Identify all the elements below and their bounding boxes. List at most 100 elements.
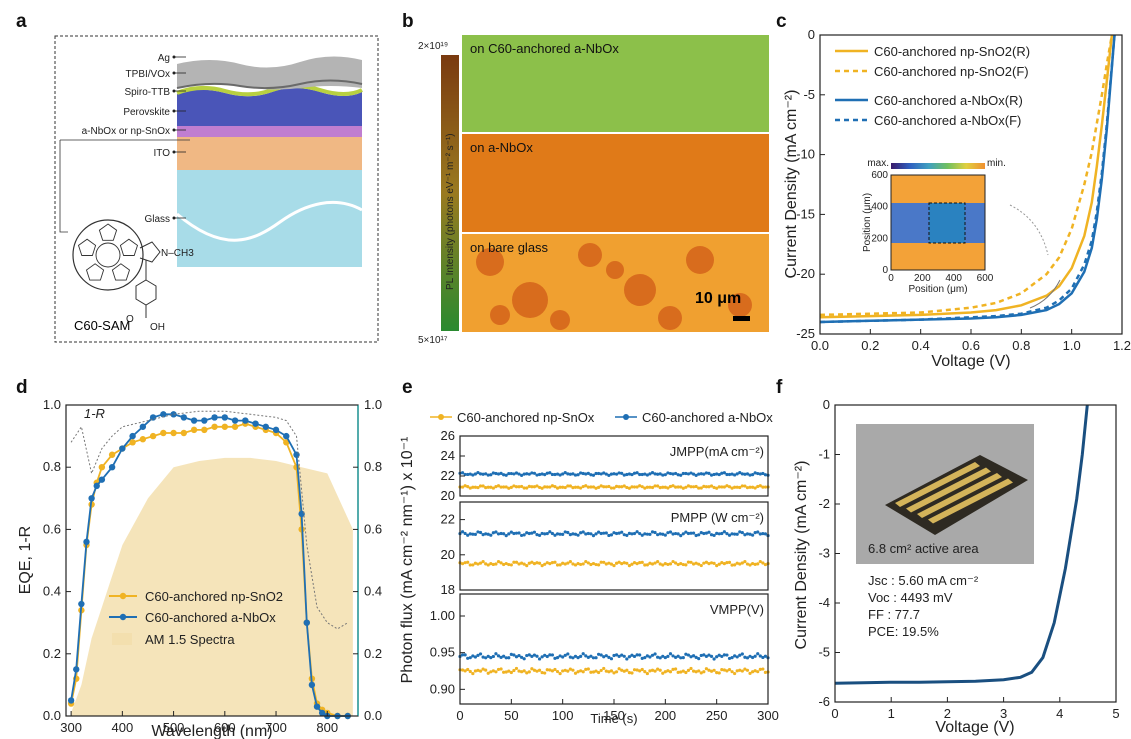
- panel-e-ytick-label: 0.90: [430, 681, 455, 696]
- mpp-point: [543, 532, 547, 536]
- mpp-point: [715, 564, 719, 568]
- mpp-point: [632, 654, 637, 659]
- mpp-point: [561, 561, 565, 565]
- mpp-point: [537, 533, 542, 537]
- panel-f-xtick-label: 5: [1112, 706, 1119, 721]
- panel-c-xtick-label: 0.4: [912, 338, 930, 353]
- panel-c-xtick-label: 1.2: [1113, 338, 1131, 353]
- ito-layer: [177, 137, 362, 170]
- mpp-point: [471, 671, 475, 676]
- panel-d-xtick-label: 300: [60, 720, 82, 735]
- mpp-point: [617, 667, 621, 671]
- mpp-point: [597, 563, 601, 567]
- panel-e-subplot-frame: [459, 435, 769, 497]
- eqe-point: [98, 476, 106, 483]
- eqe-point: [73, 666, 80, 673]
- mpp-point: [635, 530, 639, 534]
- mpp-point: [694, 670, 698, 674]
- tpbi-layer: [176, 79, 363, 90]
- mpp-point: [653, 669, 657, 673]
- mpp-point: [668, 471, 673, 476]
- pl-image-nbox: [462, 134, 769, 232]
- mpp-point: [612, 531, 616, 535]
- mpp-point: [722, 653, 726, 657]
- mpp-point: [620, 562, 624, 566]
- mpp-point: [532, 653, 537, 657]
- mpp-point: [502, 670, 506, 674]
- mpp-point: [630, 653, 634, 657]
- panel-e-ytick-label: 22: [441, 468, 455, 483]
- panel-f-ytick-label: -2: [818, 496, 830, 511]
- mpp-point: [676, 562, 680, 567]
- photo-caption: 6.8 cm² active area: [868, 541, 979, 556]
- mpp-point: [602, 471, 606, 475]
- panel-c-ytick-label: -15: [796, 206, 815, 221]
- mpp-point: [558, 485, 562, 489]
- mpp-point: [607, 533, 611, 538]
- mpp-point: [656, 472, 660, 476]
- mpp-point: [709, 473, 714, 477]
- mpp-point: [489, 562, 493, 566]
- layer-label-ag: Ag: [158, 53, 170, 64]
- mpp-point: [558, 671, 562, 676]
- mpp-point: [671, 532, 675, 536]
- mpp-point: [614, 472, 619, 476]
- sam-connector: [59, 140, 68, 233]
- mpp-point: [617, 560, 621, 564]
- mpp-point: [512, 668, 516, 673]
- mpp-point: [473, 485, 477, 489]
- panel-label-a: a: [16, 11, 27, 32]
- scan-arrow-reverse: [1029, 279, 1061, 309]
- mpp-point: [507, 562, 511, 567]
- mpp-point: [656, 533, 660, 537]
- mpp-point: [663, 485, 667, 489]
- mpp-point: [663, 670, 667, 674]
- panel-d-ytick-label-right: 0.8: [364, 459, 382, 474]
- mpp-point: [617, 485, 621, 489]
- mpp-point: [763, 562, 768, 567]
- mpp-point: [586, 471, 590, 476]
- mpp-point: [650, 471, 655, 475]
- mpp-point: [558, 532, 562, 536]
- mpp-point: [553, 533, 557, 537]
- pl-image-label-2: on a-NbOx: [470, 140, 533, 155]
- eqe-point: [149, 432, 157, 440]
- mpp-point: [530, 560, 534, 564]
- pl-image-label-3: on bare glass: [470, 240, 549, 255]
- mpp-point: [478, 669, 483, 673]
- eqe-point: [180, 429, 188, 437]
- eqe-point: [283, 432, 290, 440]
- mpp-point: [466, 485, 470, 489]
- mpp-point: [684, 652, 688, 656]
- mpp-point: [486, 563, 490, 567]
- mpp-point: [527, 653, 531, 657]
- panel-c-xtick-label: 0.0: [811, 338, 829, 353]
- mpp-point: [671, 667, 675, 671]
- mpp-point: [702, 531, 706, 536]
- mpp-point: [743, 484, 747, 488]
- mpp-point: [460, 562, 465, 566]
- panel-f-ytick-label: -6: [818, 694, 830, 709]
- mpp-point: [686, 653, 691, 657]
- eqe-point: [108, 464, 116, 471]
- c60-pentagon: [77, 238, 97, 256]
- mpp-point: [763, 654, 768, 658]
- mpp-point: [545, 561, 549, 565]
- mpp-point: [504, 656, 508, 660]
- mpp-point: [604, 472, 608, 476]
- mpp-point: [725, 531, 729, 536]
- mpp-point: [620, 653, 624, 657]
- eqe-point: [231, 423, 239, 430]
- mpp-point: [697, 669, 701, 673]
- mpp-point: [558, 563, 562, 567]
- panel-d-ylabel-right: Photon flux (mA cm⁻² nm⁻¹) x 10⁻¹: [399, 437, 416, 684]
- mpp-point: [530, 471, 534, 475]
- mpp-point: [573, 485, 578, 489]
- panel-d-ytick-label: 0.8: [43, 459, 61, 474]
- mpp-point: [591, 561, 596, 566]
- mpp-point: [738, 653, 742, 657]
- mpp-point: [579, 486, 583, 490]
- mpp-point: [712, 485, 716, 490]
- mpp-point: [751, 473, 755, 477]
- benzene-ring: [135, 279, 157, 306]
